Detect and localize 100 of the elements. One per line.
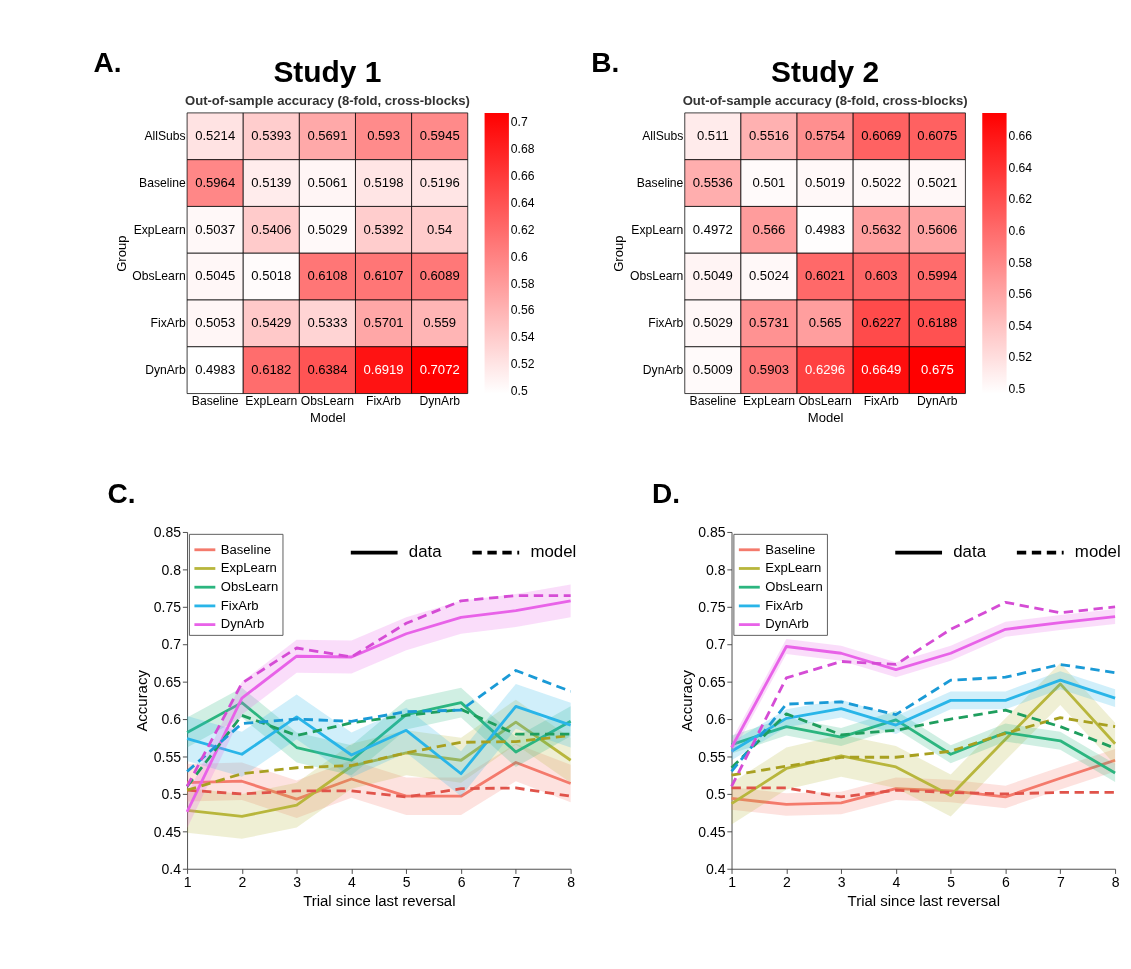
legend-label: Baseline [220, 541, 271, 557]
color-bar-label: 0.64 [1008, 160, 1033, 175]
y-tick-label: 0.45 [698, 823, 726, 840]
y-tick-label: ObsLearn [132, 269, 186, 284]
data-label: 0.4972 [692, 221, 733, 237]
x-tick-label: DynArb [917, 394, 958, 409]
data-label: 0.4983 [805, 221, 846, 237]
y-tick-label: FixArb [648, 316, 684, 331]
data-label: 0.5516 [748, 128, 789, 144]
x-tick-label: ObsLearn [798, 394, 852, 409]
data-label: 0.511 [696, 128, 729, 144]
x-axis-title: Model [807, 410, 844, 426]
data-label: 0.5606 [917, 221, 958, 237]
y-tick-label: DynArb [642, 362, 684, 377]
data-label: 0.6069 [861, 128, 902, 144]
color-bar-label: 0.62 [1008, 192, 1033, 207]
color-bar-label: 0.5 [1008, 381, 1026, 396]
chart-subtitle: Out-of-sample accuracy (8-fold, cross-blocks) [682, 93, 968, 109]
data-label: 0.5009 [692, 361, 733, 377]
y-axis-title: Accuracy [677, 669, 695, 732]
annotation: data [408, 542, 443, 562]
x-tick-label: 6 [457, 874, 466, 891]
chart-title: Study 2 [771, 55, 880, 89]
data-label: 0.5392 [363, 221, 404, 237]
data-label: 0.6227 [861, 315, 902, 331]
data-label: 0.6384 [307, 361, 348, 377]
y-tick-label: 0.55 [153, 748, 182, 765]
y-tick-label: 0.85 [698, 524, 726, 541]
legend-label: FixArb [220, 597, 259, 613]
line-series [185, 704, 573, 776]
x-tick-label: 3 [293, 874, 302, 891]
x-tick-label: 8 [1111, 874, 1120, 891]
x-axis-title: Trial since last reversal [847, 891, 1000, 909]
annotation: model [1074, 542, 1121, 562]
x-tick-label: 4 [348, 874, 357, 891]
data-label: 0.5429 [251, 315, 292, 331]
x-tick-label: FixArb [863, 394, 900, 409]
line-series [730, 663, 1117, 773]
annotation: model [530, 542, 577, 562]
y-tick-label: 0.7 [705, 636, 726, 653]
data-label: 0.5536 [692, 174, 733, 190]
data-label: 0.5196 [419, 174, 460, 190]
data-label: 0.5333 [307, 315, 348, 331]
color-bar-label: 0.62 [510, 222, 535, 237]
x-tick-label: 3 [837, 874, 846, 891]
text: B. [591, 46, 620, 78]
data-label: 0.5022 [861, 174, 902, 190]
data-label: 0.6919 [363, 361, 404, 377]
x-tick-label: FixArb [365, 394, 402, 409]
data-label: 0.5037 [195, 221, 236, 237]
data-label: 0.566 [752, 221, 786, 237]
y-tick-label: 0.55 [698, 748, 726, 765]
y-tick-label: ExpLearn [631, 222, 684, 237]
text: D. [652, 478, 681, 509]
data-label: 0.5754 [805, 128, 846, 144]
y-tick-label: 0.75 [153, 598, 182, 615]
x-tick-label: 1 [183, 874, 192, 891]
y-tick-label: 0.6 [161, 711, 182, 728]
color-bar-label: 0.68 [510, 142, 535, 157]
legend-label: Baseline [765, 541, 816, 557]
legend-label: FixArb [765, 597, 804, 613]
color-bar-label: 0.54 [1008, 318, 1033, 333]
color-bar-label: 0.5 [510, 384, 528, 399]
y-tick-label: 0.75 [698, 598, 726, 615]
y-tick-label: AllSubs [642, 129, 684, 144]
color-bar-label: 0.6 [1008, 224, 1026, 239]
y-tick-label: 0.8 [161, 561, 182, 578]
legend-label: DynArb [220, 616, 265, 632]
y-tick-label: 0.65 [153, 673, 182, 690]
color-bar-label: 0.56 [510, 303, 535, 318]
chart-title: Study 1 [273, 55, 382, 89]
y-tick-label: 0.6 [705, 711, 726, 728]
y-tick-label: 0.5 [705, 786, 726, 803]
data-label: 0.5945 [419, 128, 460, 144]
x-tick-label: 7 [1056, 874, 1065, 891]
data-label: 0.5045 [195, 268, 236, 284]
color-bar-label: 0.52 [510, 357, 535, 372]
data-label: 0.5994 [917, 268, 958, 284]
data-label: 0.675 [920, 361, 954, 377]
y-axis-title: Group [113, 235, 129, 272]
annotation: data [953, 542, 987, 562]
legend-label: ExpLearn [220, 560, 277, 576]
color-bar-label: 0.6 [510, 249, 528, 264]
data-label: 0.5049 [692, 268, 733, 284]
data-label: 0.603 [864, 268, 898, 284]
x-tick-label: 5 [402, 874, 411, 891]
y-tick-label: ExpLearn [133, 222, 186, 237]
x-tick-label: 4 [892, 874, 901, 891]
chart-subtitle: Out-of-sample accuracy (8-fold, cross-blocks) [184, 93, 470, 109]
y-tick-label: 0.45 [153, 823, 182, 840]
color-bar-label: 0.58 [510, 276, 535, 291]
data-label: 0.5214 [195, 128, 236, 144]
line-series [730, 678, 1117, 753]
data-label: 0.6089 [419, 268, 460, 284]
y-axis-title: Group [611, 235, 627, 272]
data-label: 0.5198 [363, 174, 404, 190]
y-tick-label: FixArb [150, 316, 186, 331]
data-label: 0.5964 [195, 174, 236, 190]
data-label: 0.5019 [805, 174, 846, 190]
data-label: 0.5029 [307, 221, 348, 237]
